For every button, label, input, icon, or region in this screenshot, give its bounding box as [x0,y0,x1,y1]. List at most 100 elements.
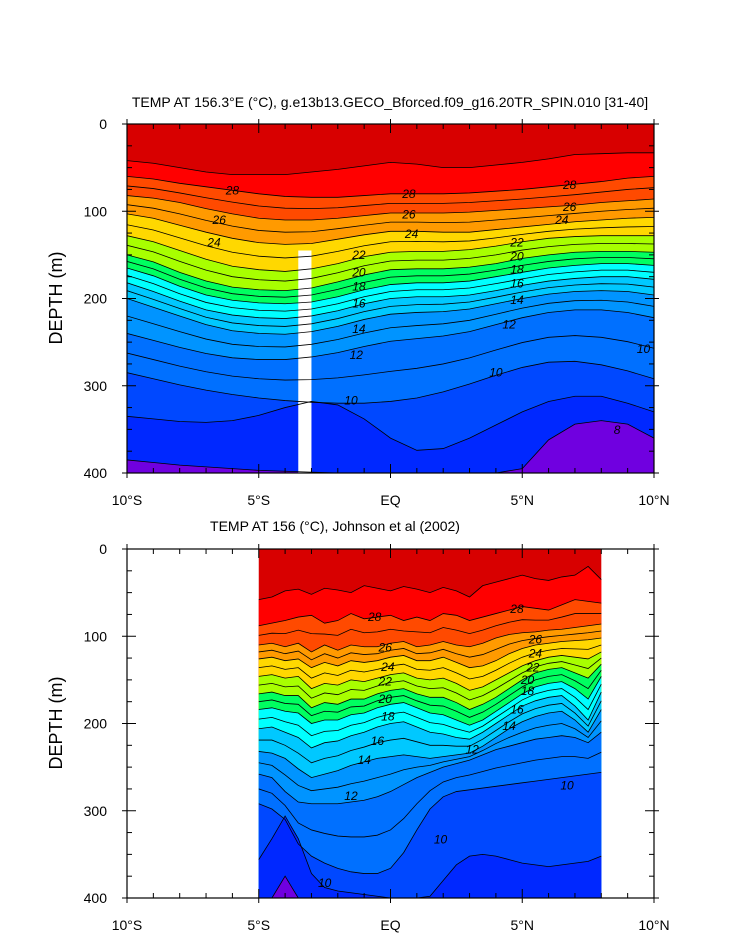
isotherm-15 [127,283,654,327]
contour-label: 12 [502,318,516,332]
contour-band-8 [258,876,602,898]
isotherm-12 [258,731,602,805]
contour-label: 26 [562,200,577,214]
isotherm-18 [127,263,654,305]
isotherm-23 [127,224,654,259]
contour-label: 14 [357,753,371,767]
contour-label: 20 [378,692,393,706]
contour-label: 12 [350,348,364,362]
contour-band-9 [258,815,602,898]
contour-label: 10 [637,342,651,356]
contour-label: 14 [352,322,366,336]
contour-label: 24 [380,660,395,674]
isotherm-10 [127,360,654,404]
isotherm-11 [127,335,654,381]
x-tick-label: 10°N [638,492,669,508]
axis-ticks [122,544,659,903]
contour-label: 20 [520,673,535,687]
contour-label: 24 [554,213,569,227]
contour-label: 16 [371,734,385,748]
y-tick-label: 200 [84,291,108,307]
x-tick-label: 5°S [247,917,270,933]
y-axis-label: DEPTH (m) [46,252,66,345]
y-tick-label: 100 [84,203,108,219]
isotherm-16 [258,691,602,749]
isotherm-24 [127,213,654,245]
y-tick-label: 200 [84,716,108,732]
contour-label: 18 [352,279,366,293]
contour-label: 26 [212,213,227,227]
isotherm-21 [258,657,602,701]
isotherm-9 [258,815,602,898]
contour-label: 22 [509,236,524,250]
isotherm-12 [127,309,654,360]
contour-label: 24 [404,227,419,241]
y-tick-label: 300 [84,803,108,819]
contour-labels: 2828262624242222202018181616141412121010… [318,602,574,890]
x-tick-label: 5°S [247,492,270,508]
contour-label: 26 [528,633,543,647]
contour-label: 16 [510,703,524,717]
isotherm-18 [258,676,602,726]
isotherm-13 [258,720,602,792]
y-axis-label: DEPTH (m) [46,677,66,770]
x-tick-labels: 10°S 5°S EQ 5°N 10°N [112,492,670,508]
isotherm-15 [258,700,602,764]
x-tick-label: 5°N [511,917,535,933]
isotherm-22 [258,651,602,691]
isotherm-20 [258,663,602,710]
isotherm-17 [127,269,654,312]
isotherm-22 [127,235,654,272]
isotherm-23 [258,644,602,680]
contour-band-8 [127,420,654,473]
x-tick-labels: 10°S 5°S EQ 5°N 10°N [112,917,670,933]
contour-label: 24 [206,236,221,250]
contour-label: 12 [466,743,480,757]
isotherm-14 [127,290,654,335]
isotherm-20 [127,250,654,292]
contour-label: 22 [351,248,366,262]
contour-label: 20 [509,250,524,264]
isotherm-9 [127,395,654,451]
contour-label: 28 [225,183,240,197]
x-tick-label: EQ [380,492,400,508]
contour-label: 16 [352,297,366,311]
isotherm-10 [258,771,602,874]
x-tick-label: 10°S [112,917,143,933]
isotherm-27 [127,185,654,210]
contour-fills [127,124,654,473]
isotherm-28 [258,599,602,627]
contour-label: 20 [351,265,366,279]
panel-title: TEMP AT 156 (°C), Johnson et al (2002) [210,518,460,534]
x-tick-label: 5°N [511,492,535,508]
isotherm-27 [258,613,602,636]
contour-label: 28 [562,178,577,192]
contour-label: 10 [344,394,358,408]
y-tick-label: 0 [99,541,107,557]
contour-label: 18 [381,710,395,724]
isotherm-29 [258,565,602,600]
contour-label: 18 [521,684,535,698]
panel-model: TEMP AT 156.3°E (°C), g.e13b13.GECO_Bfor… [46,94,670,508]
contour-label: 16 [510,277,524,291]
isotherm-19 [258,670,602,718]
y-tick-label: 300 [84,378,108,394]
isotherm-19 [127,257,654,298]
x-tick-label: EQ [380,917,400,933]
isotherm-21 [127,243,654,282]
missing-data-band [298,250,312,473]
contour-label: 24 [528,647,543,661]
isotherm-13 [127,299,654,348]
contour-label: 28 [509,602,524,616]
isotherm-16 [127,276,654,319]
isotherm-28 [127,175,654,198]
isotherm-26 [127,195,654,221]
axis-ticks [122,119,659,478]
contour-label: 14 [502,719,516,733]
panel-title: TEMP AT 156.3°E (°C), g.e13b13.GECO_Bfor… [132,94,648,110]
contour-label: 14 [510,293,524,307]
contour-label: 10 [560,778,574,792]
x-tick-label: 10°S [112,492,143,508]
